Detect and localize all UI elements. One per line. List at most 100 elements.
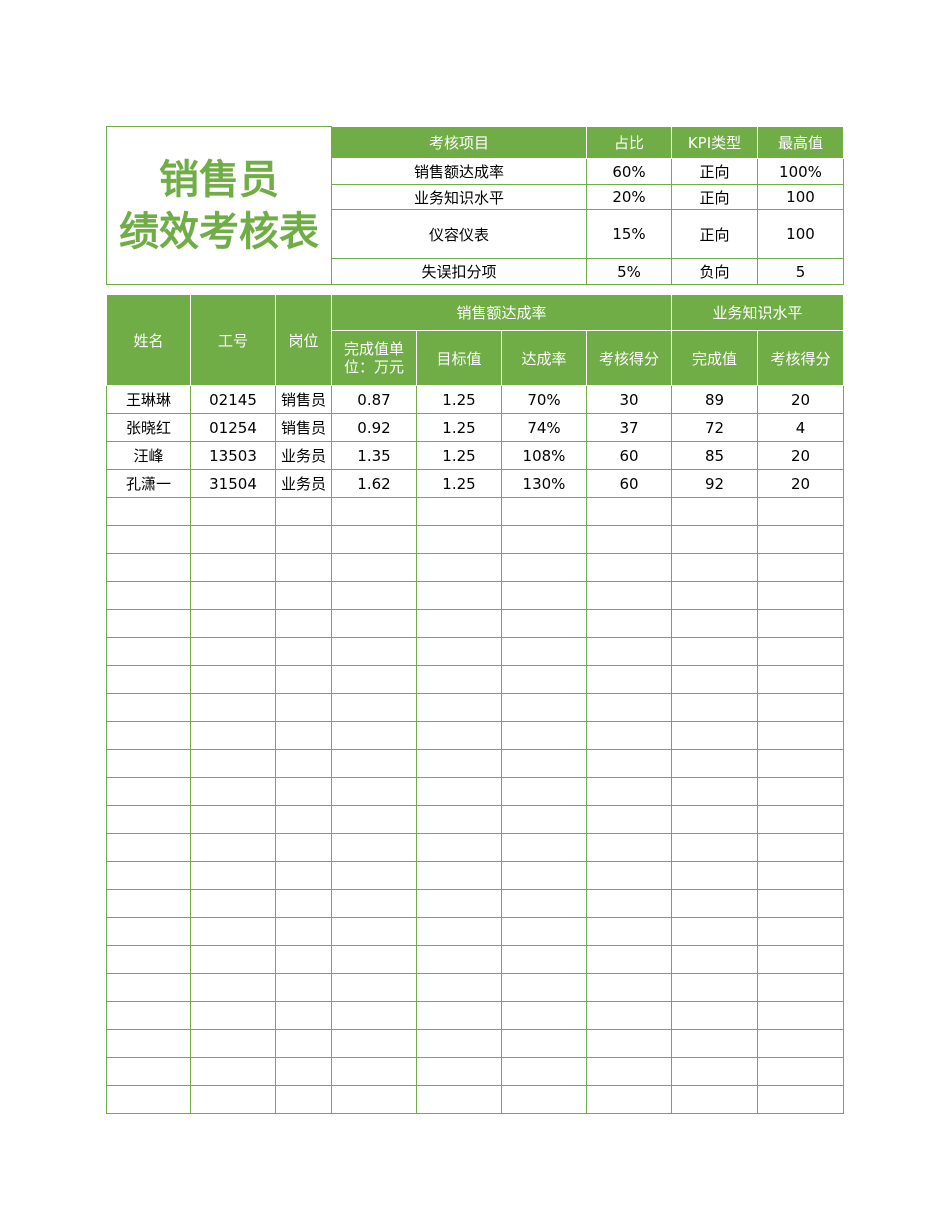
cell[interactable] xyxy=(501,637,587,666)
cell[interactable]: 5 xyxy=(757,258,844,285)
cell[interactable] xyxy=(757,721,845,750)
cell[interactable]: 5% xyxy=(586,258,672,285)
cell[interactable]: 王琳琳 xyxy=(106,385,191,414)
cell[interactable]: 70% xyxy=(501,385,587,414)
cell[interactable] xyxy=(106,1085,191,1114)
cell[interactable] xyxy=(331,581,417,610)
cell[interactable]: 负向 xyxy=(671,258,758,285)
cell[interactable] xyxy=(331,1029,417,1058)
cell[interactable] xyxy=(275,1029,332,1058)
cell[interactable]: 1.25 xyxy=(416,469,502,498)
cell[interactable] xyxy=(501,805,587,834)
cell[interactable] xyxy=(275,833,332,862)
cell[interactable] xyxy=(585,1001,673,1030)
cell[interactable] xyxy=(501,973,587,1002)
cell[interactable] xyxy=(501,833,587,862)
cell[interactable]: 销售员 xyxy=(275,413,332,442)
cell[interactable] xyxy=(106,777,191,806)
cell[interactable] xyxy=(275,973,332,1002)
cell[interactable] xyxy=(416,861,502,890)
cell[interactable] xyxy=(416,973,502,1002)
cell[interactable] xyxy=(585,805,673,834)
cell[interactable] xyxy=(275,1057,332,1086)
cell[interactable] xyxy=(501,525,587,554)
cell[interactable] xyxy=(275,497,332,526)
cell[interactable] xyxy=(275,637,332,666)
cell[interactable]: 92 xyxy=(671,469,759,498)
cell[interactable] xyxy=(757,1085,845,1114)
cell[interactable] xyxy=(501,1029,587,1058)
cell[interactable] xyxy=(501,693,587,722)
cell[interactable]: 30 xyxy=(585,385,673,414)
cell[interactable]: 31504 xyxy=(190,469,276,498)
cell[interactable] xyxy=(106,945,191,974)
cell[interactable] xyxy=(757,749,845,778)
cell[interactable] xyxy=(585,777,673,806)
cell[interactable] xyxy=(190,833,276,862)
cell[interactable] xyxy=(331,609,417,638)
cell[interactable]: 100% xyxy=(757,158,844,185)
cell[interactable]: 1.62 xyxy=(331,469,417,498)
cell[interactable]: 74% xyxy=(501,413,587,442)
cell[interactable] xyxy=(106,693,191,722)
cell[interactable] xyxy=(585,945,673,974)
cell[interactable] xyxy=(331,973,417,1002)
cell[interactable] xyxy=(501,945,587,974)
cell[interactable] xyxy=(106,749,191,778)
cell[interactable] xyxy=(190,805,276,834)
cell[interactable] xyxy=(671,693,759,722)
cell[interactable] xyxy=(416,805,502,834)
cell[interactable] xyxy=(671,637,759,666)
cell[interactable] xyxy=(416,525,502,554)
cell[interactable]: 0.92 xyxy=(331,413,417,442)
cell[interactable]: 60 xyxy=(585,469,673,498)
cell[interactable] xyxy=(190,581,276,610)
cell[interactable] xyxy=(106,917,191,946)
cell[interactable] xyxy=(106,861,191,890)
cell[interactable] xyxy=(190,665,276,694)
cell[interactable] xyxy=(106,1057,191,1086)
cell[interactable] xyxy=(106,1029,191,1058)
cell[interactable] xyxy=(671,497,759,526)
cell[interactable] xyxy=(275,805,332,834)
cell[interactable] xyxy=(331,1057,417,1086)
cell[interactable]: 销售员 xyxy=(275,385,332,414)
cell[interactable] xyxy=(106,497,191,526)
cell[interactable]: 20 xyxy=(757,469,845,498)
cell[interactable] xyxy=(275,945,332,974)
cell[interactable] xyxy=(190,637,276,666)
cell[interactable] xyxy=(331,693,417,722)
cell[interactable] xyxy=(501,1057,587,1086)
cell[interactable]: 1.25 xyxy=(416,385,502,414)
cell[interactable] xyxy=(501,609,587,638)
cell[interactable] xyxy=(416,693,502,722)
cell[interactable] xyxy=(757,497,845,526)
cell[interactable]: 正向 xyxy=(671,209,758,259)
cell[interactable] xyxy=(331,805,417,834)
cell[interactable] xyxy=(416,721,502,750)
cell[interactable] xyxy=(275,917,332,946)
cell[interactable] xyxy=(331,497,417,526)
cell[interactable]: 汪峰 xyxy=(106,441,191,470)
cell[interactable] xyxy=(671,525,759,554)
cell[interactable] xyxy=(331,1001,417,1030)
cell[interactable] xyxy=(585,609,673,638)
cell[interactable] xyxy=(671,609,759,638)
cell[interactable] xyxy=(501,917,587,946)
cell[interactable] xyxy=(501,665,587,694)
cell[interactable]: 89 xyxy=(671,385,759,414)
cell[interactable]: 业务知识水平 xyxy=(331,184,587,210)
cell[interactable] xyxy=(275,609,332,638)
cell[interactable] xyxy=(275,721,332,750)
cell[interactable] xyxy=(416,581,502,610)
cell[interactable] xyxy=(671,973,759,1002)
cell[interactable] xyxy=(106,1001,191,1030)
cell[interactable] xyxy=(416,777,502,806)
cell[interactable] xyxy=(671,945,759,974)
cell[interactable]: 孔潇一 xyxy=(106,469,191,498)
cell[interactable] xyxy=(501,553,587,582)
cell[interactable] xyxy=(106,581,191,610)
cell[interactable] xyxy=(585,665,673,694)
cell[interactable] xyxy=(275,749,332,778)
cell[interactable] xyxy=(106,973,191,1002)
